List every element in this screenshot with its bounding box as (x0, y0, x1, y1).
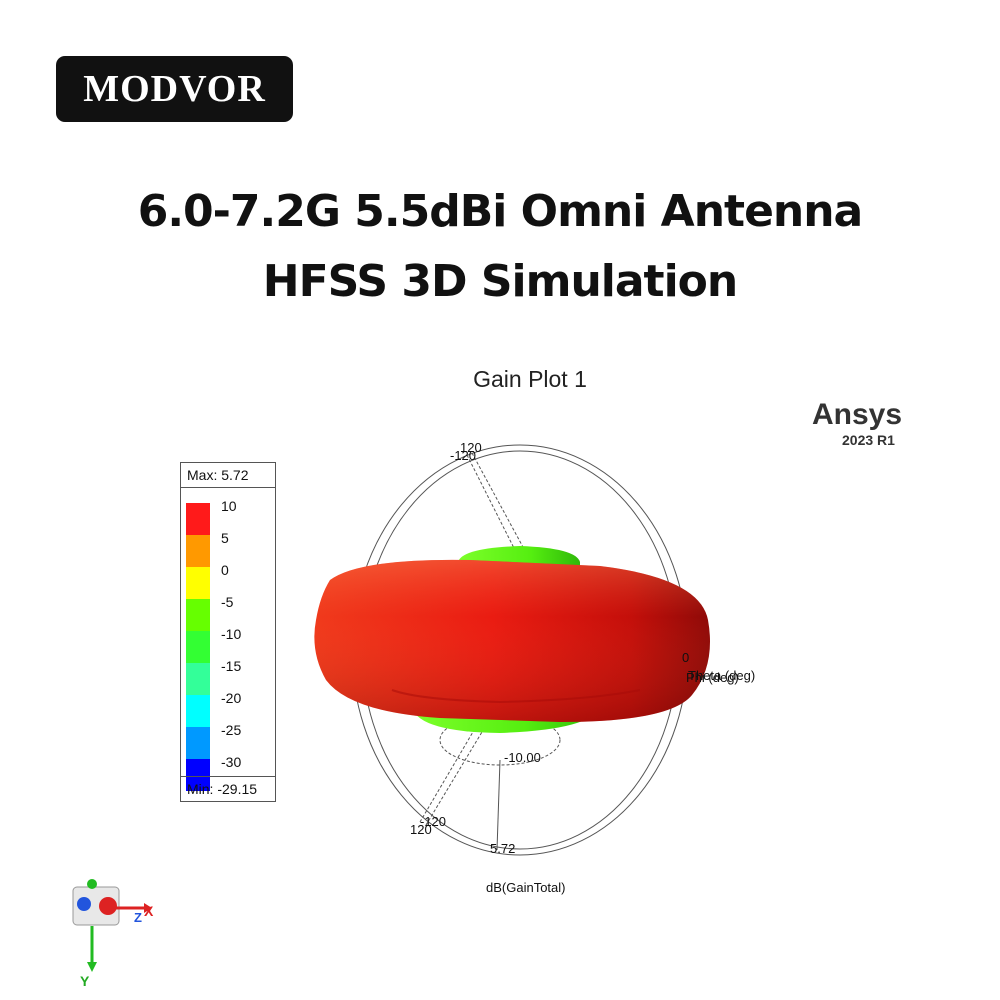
grid-line-bottom-a (419, 719, 481, 823)
scale-label-right: 0 (682, 650, 689, 665)
legend-swatch-8 (186, 727, 210, 759)
phi-axis-label: Phi (deg) (686, 670, 739, 685)
scale-label-inner-ring: -10.00 (504, 750, 541, 765)
grid-line-bottom-b (425, 721, 489, 826)
legend-tick-minus30: -30 (221, 754, 242, 770)
x-axis-label: X (144, 903, 154, 919)
headline-line-2: HFSS 3D Simulation (262, 256, 738, 307)
scale-label-top-a: 120 (460, 440, 482, 455)
legend-tick-minus20: -20 (221, 690, 242, 706)
scale-label-bottom-b: 120 (410, 822, 432, 837)
scale-label-top-b: -120 (450, 448, 476, 463)
legend-tick-minus25: -25 (221, 722, 242, 738)
legend-swatch-3 (186, 567, 210, 599)
legend-tick-5: 5 (221, 530, 229, 546)
legend-swatch-1 (186, 503, 210, 535)
scale-label-outer-ring: 5.72 (490, 841, 515, 856)
headline-line-1: 6.0-7.2G 5.5dBi Omni Antenna (137, 186, 864, 237)
legend-swatch-4 (186, 599, 210, 631)
grid-line-top-a (466, 454, 521, 561)
scale-label-bottom-a: -120 (420, 814, 446, 829)
legend-tick-0: 0 (221, 562, 229, 578)
brand-name: MODVOR (83, 68, 266, 110)
legend-tick-minus10: -10 (221, 626, 242, 642)
legend-tick-10: 10 (221, 498, 237, 514)
triad-sphere-blue (77, 897, 91, 911)
legend-swatch-7 (186, 695, 210, 727)
legend-swatch-2 (186, 535, 210, 567)
gain-axis-line (496, 759, 501, 851)
brand-logo: MODVOR (56, 56, 293, 122)
grid-line-top-b (471, 452, 531, 561)
axis-triad: X Y Z (72, 879, 154, 989)
gain-quantity-label: dB(GainTotal) (486, 880, 565, 895)
legend-tick-minus15: -15 (221, 658, 242, 674)
legend-max-label: Max: 5.72 (181, 463, 275, 488)
z-axis-label: Z (134, 910, 142, 925)
inner-ring (439, 714, 561, 766)
vendor-name: Ansys (812, 398, 903, 431)
y-axis-label: Y (80, 973, 90, 989)
plot-title: Gain Plot 1 (473, 366, 587, 392)
legend-swatch-5 (186, 631, 210, 663)
vendor-version: 2023 R1 (842, 432, 895, 448)
legend-min-label: Min: -29.15 (181, 776, 275, 801)
legend-swatch-9 (186, 759, 210, 791)
triad-sphere-red (99, 897, 117, 915)
color-legend: Max: 5.72 10 5 0 -5 -10 -15 -20 -25 -30 … (180, 462, 276, 802)
legend-tick-minus5: -5 (221, 594, 234, 610)
legend-swatch-6 (186, 663, 210, 695)
theta-axis-label: Theta (deg) (688, 668, 755, 683)
